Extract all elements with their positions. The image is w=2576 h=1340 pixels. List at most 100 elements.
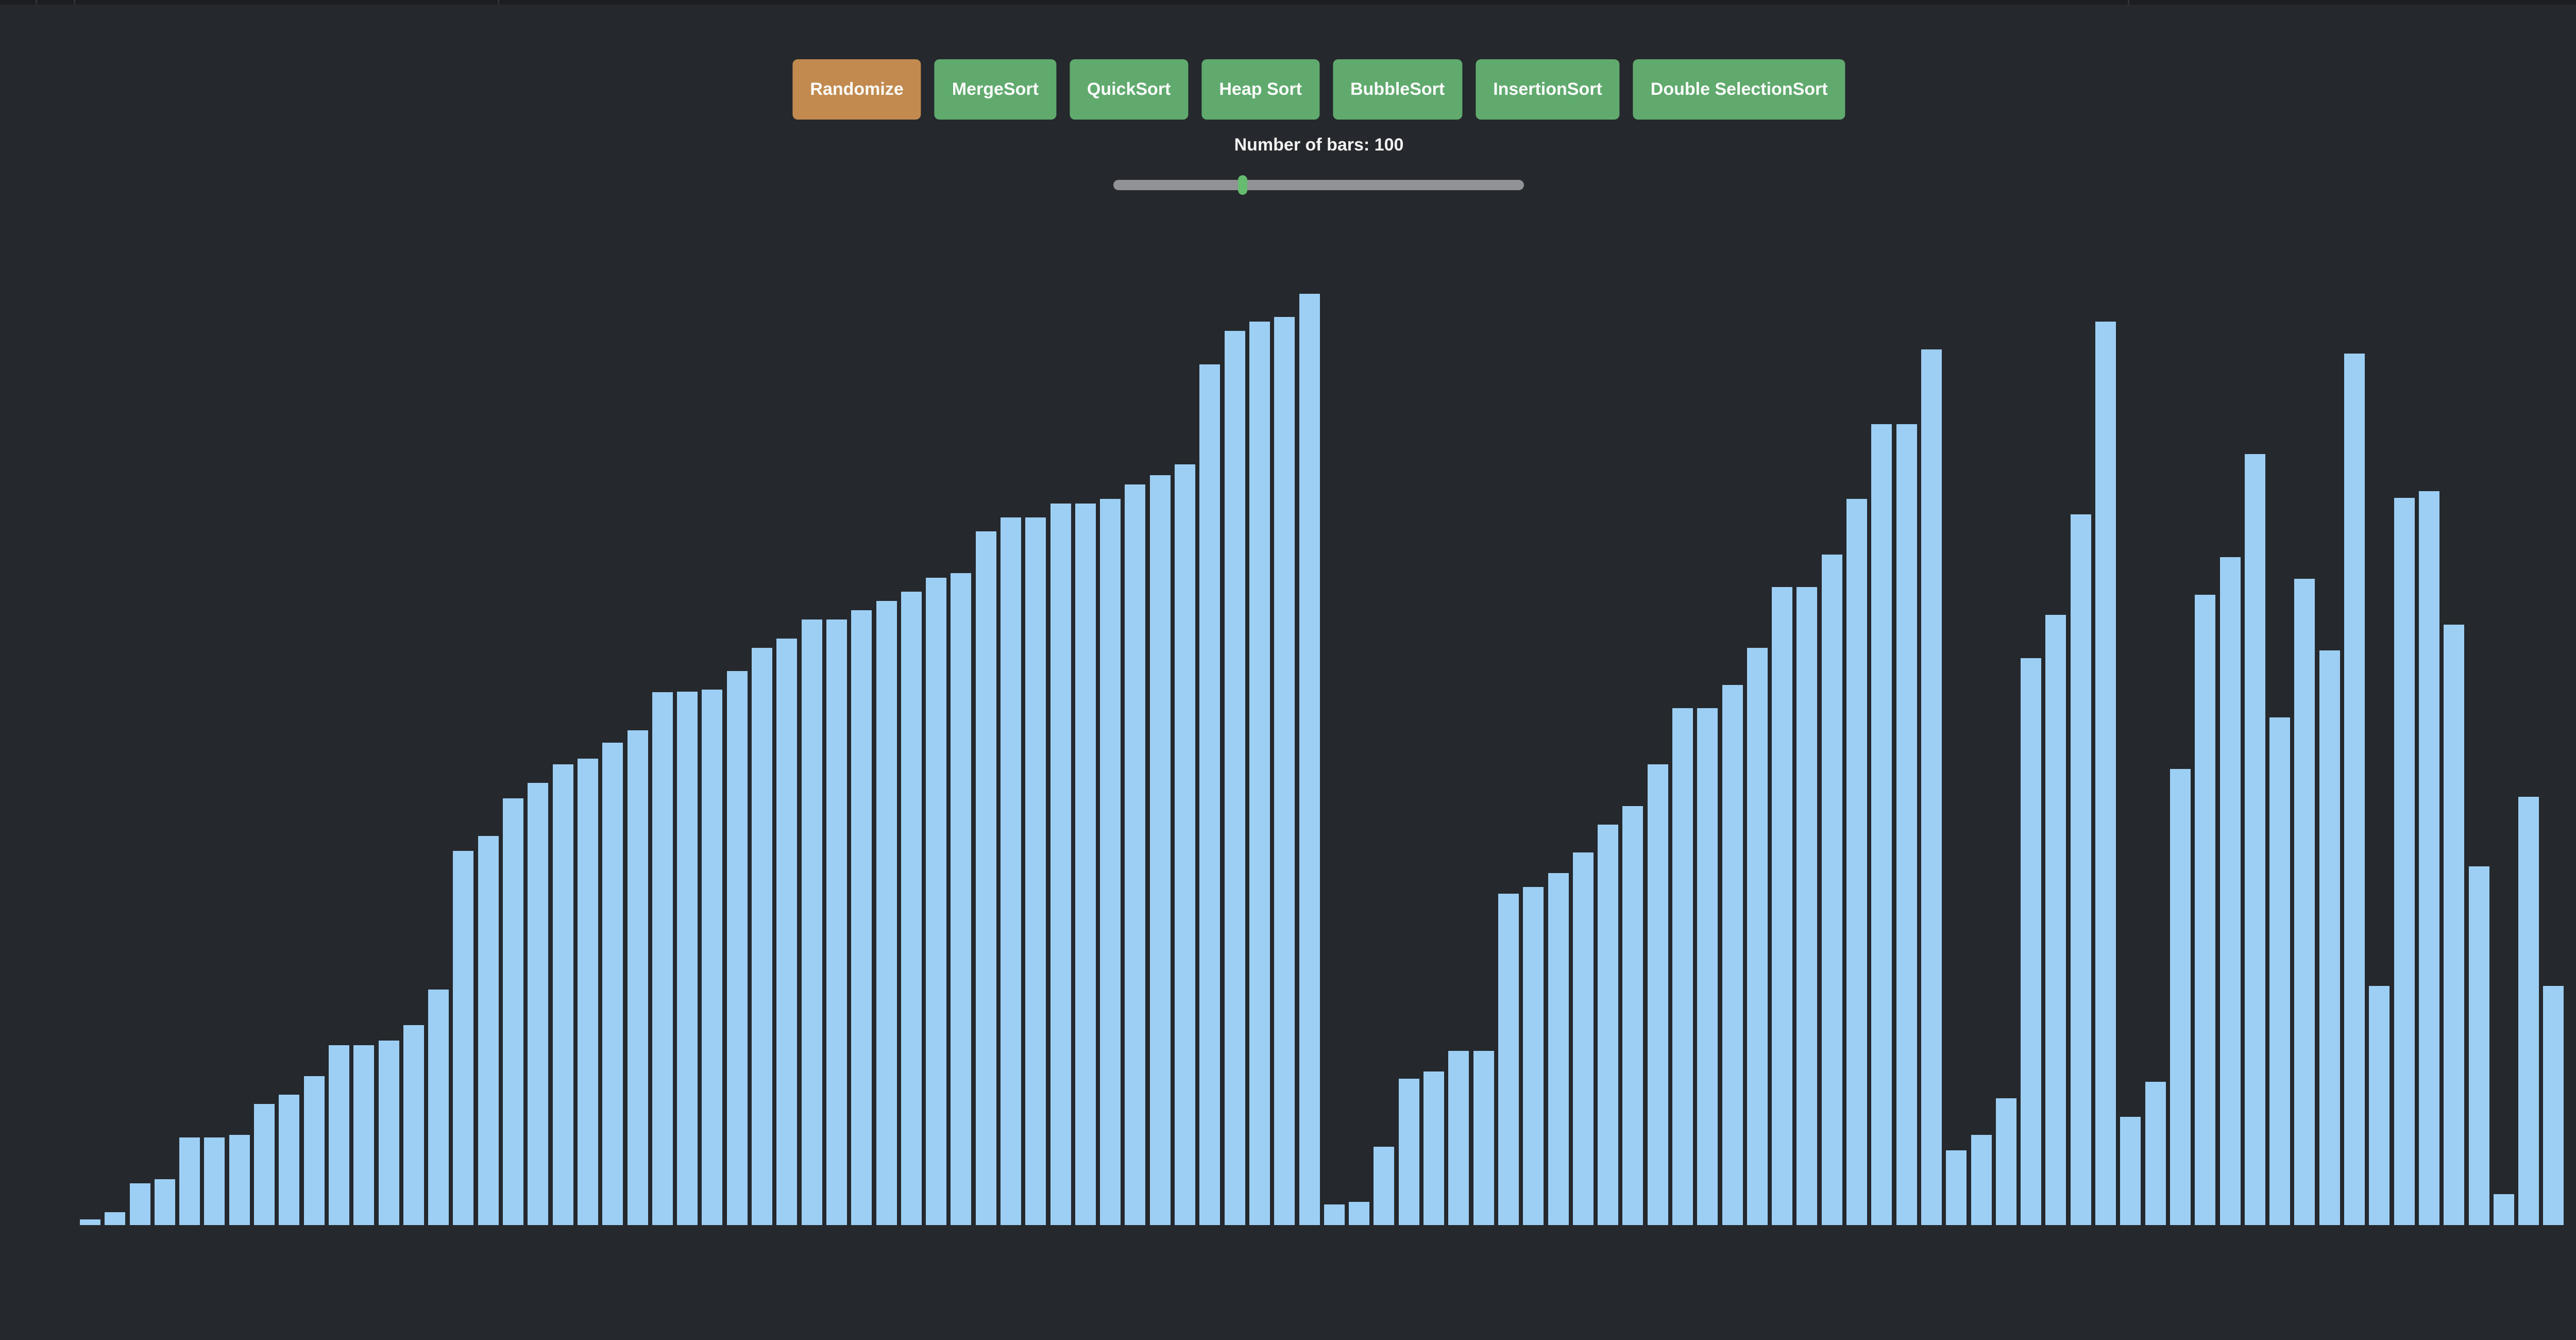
bar (1125, 484, 1146, 1225)
bar (1647, 764, 1668, 1225)
bar (204, 1137, 225, 1225)
bar (1971, 1134, 1992, 1225)
bar (1175, 464, 1196, 1225)
bar-count-slider[interactable] (1113, 175, 1524, 195)
bar (478, 835, 499, 1225)
bar (80, 1219, 100, 1225)
bar (552, 764, 573, 1225)
bar (1896, 424, 1917, 1225)
tabstrip-separator (2128, 0, 2129, 5)
bar (1149, 475, 1171, 1225)
bar (702, 689, 723, 1225)
bar (2294, 578, 2315, 1225)
bar (801, 619, 822, 1225)
bar (1722, 684, 1743, 1225)
bar (2369, 985, 2390, 1225)
bar (1050, 503, 1071, 1225)
bar (2344, 353, 2365, 1225)
bar (229, 1134, 250, 1225)
bar (1075, 503, 1096, 1225)
bar (652, 692, 673, 1225)
bar (2394, 497, 2415, 1225)
bar (1572, 852, 1594, 1225)
bar (926, 578, 947, 1225)
bar (303, 1076, 325, 1225)
double-selection-sort-button[interactable]: Double SelectionSort (1633, 59, 1845, 120)
bar (1921, 349, 1942, 1225)
tabstrip-separator (36, 0, 37, 5)
bar (1274, 317, 1295, 1225)
tabstrip-separator (74, 0, 75, 5)
bar (2045, 615, 2066, 1225)
bar (826, 619, 847, 1225)
bar (129, 1183, 150, 1225)
browser-tabstrip-edge (0, 0, 2576, 5)
bar (279, 1095, 300, 1225)
bar (951, 573, 972, 1225)
bar (1747, 647, 1768, 1225)
bar (1946, 1150, 1967, 1225)
slider-thumb[interactable] (1238, 175, 1247, 195)
bar (2219, 557, 2241, 1225)
bar (577, 758, 598, 1225)
bar (1324, 1204, 1345, 1225)
bar (1995, 1098, 2016, 1225)
bar-count-label: Number of bars: 100 (0, 135, 2576, 155)
merge-sort-button[interactable]: MergeSort (934, 59, 1056, 120)
insertion-sort-button[interactable]: InsertionSort (1476, 59, 1620, 120)
bar (1548, 873, 1569, 1225)
bar (179, 1137, 200, 1225)
bar (428, 989, 449, 1225)
bar (1448, 1051, 1469, 1225)
bar-count-value: 100 (1374, 135, 1404, 155)
bar (1349, 1201, 1370, 1225)
bar (2418, 491, 2439, 1225)
bar (2444, 624, 2465, 1225)
bar (1299, 294, 1320, 1225)
bar (328, 1045, 349, 1225)
bar (2145, 1081, 2166, 1225)
bar (2070, 514, 2091, 1225)
bar (1100, 498, 1121, 1225)
bar (453, 850, 474, 1225)
bar (1398, 1079, 1419, 1225)
bubble-sort-button[interactable]: BubbleSort (1332, 59, 1463, 120)
randomize-button[interactable]: Randomize (792, 59, 921, 120)
algorithm-toolbar: Randomize MergeSort QuickSort Heap Sort … (792, 59, 1845, 120)
heap-sort-button[interactable]: Heap Sort (1201, 59, 1319, 120)
bar (2319, 650, 2340, 1225)
bar (876, 601, 897, 1225)
bar (353, 1045, 375, 1225)
bar (1871, 424, 1892, 1225)
bar (1697, 708, 1718, 1225)
bar (1473, 1051, 1494, 1225)
bar (602, 742, 623, 1225)
bar (1772, 587, 1793, 1225)
bar (2170, 768, 2191, 1225)
bar (1249, 322, 1270, 1225)
bar-count-label-text: Number of bars: (1234, 135, 1375, 155)
bar (1797, 587, 1818, 1225)
quick-sort-button[interactable]: QuickSort (1069, 59, 1189, 120)
bar (2244, 454, 2265, 1225)
bar (2468, 866, 2489, 1225)
bar (2095, 322, 2116, 1225)
bar (2269, 717, 2291, 1225)
bar (503, 798, 524, 1225)
bar (752, 647, 773, 1225)
bar (975, 531, 996, 1225)
bar (627, 730, 648, 1225)
bar (254, 1104, 275, 1225)
bar (1523, 887, 1544, 1225)
bar (726, 671, 748, 1225)
bar (1000, 517, 1021, 1225)
bar (2120, 1117, 2141, 1225)
bar (851, 610, 872, 1225)
bar (776, 638, 798, 1225)
bar (677, 691, 698, 1225)
bar (403, 1025, 424, 1225)
bars-visualization (80, 294, 2564, 1225)
bar (1199, 364, 1221, 1225)
bar (2518, 796, 2539, 1225)
